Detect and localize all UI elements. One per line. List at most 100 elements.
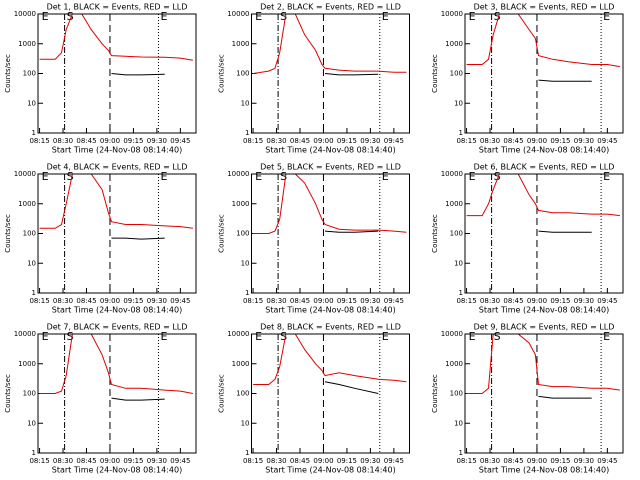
y-tick-label: 1	[32, 289, 36, 297]
y-tick-label: 1000	[18, 200, 36, 208]
y-tick-label: 10000	[227, 10, 249, 18]
x-tick-label: 08:15	[29, 297, 49, 305]
y-tick-label: 10	[241, 419, 250, 427]
y-tick-label: 10000	[227, 170, 249, 178]
x-tick-label: 09:15	[550, 137, 570, 145]
event-marker: E	[603, 10, 610, 23]
chart-title: Det 1, BLACK = Events, RED = LLD	[47, 3, 188, 12]
y-tick-label: 1	[32, 129, 36, 137]
event-marker: E	[160, 10, 167, 23]
x-tick-label: 09:15	[123, 297, 143, 305]
event-marker: S	[67, 330, 74, 343]
event-marker: E	[255, 170, 262, 183]
data-line	[538, 230, 592, 233]
x-tick-label: 09:00	[527, 137, 547, 145]
x-tick-label: 09:15	[123, 137, 143, 145]
x-tick-label: 09:00	[100, 137, 120, 145]
x-tick-label: 08:30	[480, 297, 500, 305]
y-tick-label: 1000	[445, 360, 463, 368]
event-marker: S	[280, 170, 287, 183]
x-tick-label: 08:30	[53, 457, 73, 465]
x-axis-label: Start Time (24-Nov-08 08:14:40)	[52, 146, 182, 155]
x-tick-label: 09:15	[550, 297, 570, 305]
x-tick-label: 09:30	[360, 297, 380, 305]
x-tick-label: 08:30	[266, 137, 286, 145]
y-axis-label: Counts/sec	[431, 374, 439, 413]
x-tick-label: 09:45	[597, 297, 617, 305]
x-tick-label: 09:30	[147, 137, 167, 145]
plot-frame	[37, 173, 197, 294]
event-marker: E	[603, 330, 610, 343]
x-tick-label: 09:30	[360, 137, 380, 145]
y-tick-label: 100	[450, 70, 463, 78]
chart-title: Det 8, BLACK = Events, RED = LLD	[260, 323, 401, 332]
y-tick-label: 10000	[14, 170, 36, 178]
x-tick-label: 08:15	[243, 297, 263, 305]
x-tick-label: 08:45	[503, 457, 523, 465]
data-line	[253, 13, 407, 74]
plot-frame	[464, 13, 624, 134]
y-tick-label: 1	[459, 289, 463, 297]
data-line	[111, 237, 165, 240]
x-tick-label: 08:15	[243, 457, 263, 465]
x-tick-label: 08:45	[503, 297, 523, 305]
y-tick-label: 100	[450, 390, 463, 398]
x-axis-label: Start Time (24-Nov-08 08:14:40)	[52, 306, 182, 315]
x-axis-label: Start Time (24-Nov-08 08:14:40)	[479, 466, 609, 475]
x-tick-label: 09:30	[574, 457, 594, 465]
event-marker: E	[382, 170, 389, 183]
event-marker: E	[160, 330, 167, 343]
data-line	[538, 79, 592, 82]
x-tick-label: 09:30	[147, 457, 167, 465]
y-tick-label: 10	[241, 99, 250, 107]
plot-frame	[251, 13, 410, 134]
y-tick-label: 10	[27, 259, 36, 267]
data-line	[111, 73, 165, 76]
event-marker: E	[382, 10, 389, 23]
x-tick-label: 09:45	[170, 457, 190, 465]
event-marker: E	[255, 330, 262, 343]
y-tick-label: 100	[236, 70, 249, 78]
y-tick-label: 100	[23, 390, 36, 398]
y-tick-label: 10000	[14, 330, 36, 338]
x-axis-label: Start Time (24-Nov-08 08:14:40)	[265, 466, 395, 475]
chart-title: Det 5, BLACK = Events, RED = LLD	[260, 163, 401, 172]
x-tick-label: 08:15	[456, 457, 476, 465]
event-marker: E	[255, 10, 262, 23]
event-marker: E	[160, 170, 167, 183]
y-tick-label: 100	[236, 230, 249, 238]
y-tick-label: 100	[450, 230, 463, 238]
x-tick-label: 09:45	[170, 137, 190, 145]
x-tick-label: 08:45	[76, 297, 96, 305]
y-tick-label: 10	[241, 259, 250, 267]
x-axis-label: Start Time (24-Nov-08 08:14:40)	[52, 466, 182, 475]
y-axis-label: Counts/sec	[218, 54, 226, 93]
y-axis-label: Counts/sec	[218, 214, 226, 253]
y-axis-label: Counts/sec	[431, 214, 439, 253]
x-tick-label: 09:00	[527, 297, 547, 305]
data-line	[39, 173, 193, 229]
data-line	[253, 333, 407, 385]
data-line	[466, 173, 620, 217]
x-tick-label: 08:45	[76, 457, 96, 465]
x-tick-label: 08:15	[29, 457, 49, 465]
x-tick-label: 09:00	[100, 457, 120, 465]
y-axis-label: Counts/sec	[4, 374, 12, 413]
x-tick-label: 08:30	[53, 137, 73, 145]
x-tick-label: 09:00	[100, 297, 120, 305]
x-axis-label: Start Time (24-Nov-08 08:14:40)	[265, 146, 395, 155]
x-tick-label: 09:30	[147, 297, 167, 305]
y-tick-label: 1	[459, 129, 463, 137]
y-tick-label: 10000	[227, 330, 249, 338]
y-tick-label: 10000	[441, 170, 463, 178]
event-marker: S	[67, 10, 74, 23]
data-line	[324, 73, 379, 76]
event-marker: S	[67, 170, 74, 183]
y-tick-label: 1000	[18, 40, 36, 48]
event-marker: E	[469, 10, 476, 23]
y-tick-label: 10	[454, 419, 463, 427]
chart-title: Det 7, BLACK = Events, RED = LLD	[47, 323, 188, 332]
x-tick-label: 09:45	[384, 137, 404, 145]
x-tick-label: 09:30	[574, 297, 594, 305]
x-tick-label: 08:15	[456, 297, 476, 305]
